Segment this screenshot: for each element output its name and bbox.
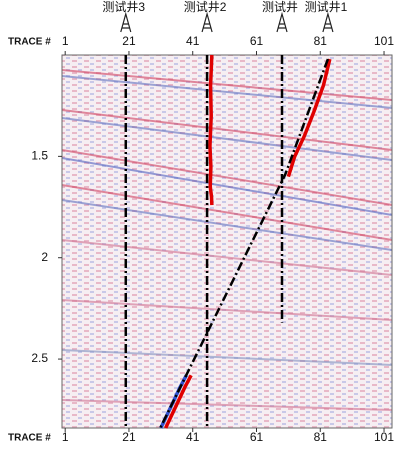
x-tick-label-top: 61 — [250, 34, 264, 48]
well-label: 测试井1 — [305, 0, 348, 14]
y-tick-label: 1.5 — [31, 149, 48, 163]
x-tick-label-top: 101 — [374, 34, 394, 48]
derrick-icon — [120, 11, 132, 33]
x-tick-label-top: 41 — [186, 34, 200, 48]
well-label: 测试井3 — [102, 0, 145, 14]
well-log — [208, 54, 214, 206]
well-label: 测试井 — [262, 0, 298, 14]
x-axis-label-top: TRACE # — [8, 37, 51, 48]
reflectors — [61, 69, 393, 411]
x-tick-label-bottom: 41 — [186, 430, 200, 444]
derrick-icon — [322, 11, 334, 33]
plot-frame — [61, 54, 393, 429]
x-axis-label-bottom: TRACE # — [8, 433, 51, 444]
x-tick-label-bottom: 1 — [62, 430, 69, 444]
well-log — [286, 58, 332, 178]
well-log — [164, 374, 193, 429]
x-tick-label-bottom: 21 — [122, 430, 136, 444]
derrick-icon — [201, 11, 213, 33]
derrick-icon — [276, 11, 288, 33]
x-tick-label-bottom: 81 — [314, 430, 328, 444]
well-path — [159, 58, 330, 429]
y-tick-label: 2.5 — [31, 351, 48, 365]
x-tick-label-top: 21 — [122, 34, 136, 48]
y-tick-label: 2 — [41, 250, 48, 264]
x-tick-label-bottom: 101 — [374, 430, 394, 444]
x-tick-label-top: 1 — [62, 34, 69, 48]
x-tick-label-top: 81 — [314, 34, 328, 48]
x-tick-label-bottom: 61 — [250, 430, 264, 444]
well-label: 测试井2 — [184, 0, 227, 14]
